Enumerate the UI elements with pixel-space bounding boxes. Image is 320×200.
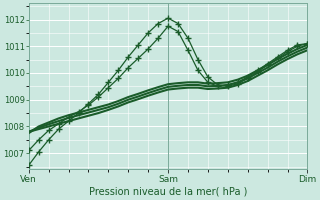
X-axis label: Pression niveau de la mer( hPa ): Pression niveau de la mer( hPa ) [89,187,247,197]
